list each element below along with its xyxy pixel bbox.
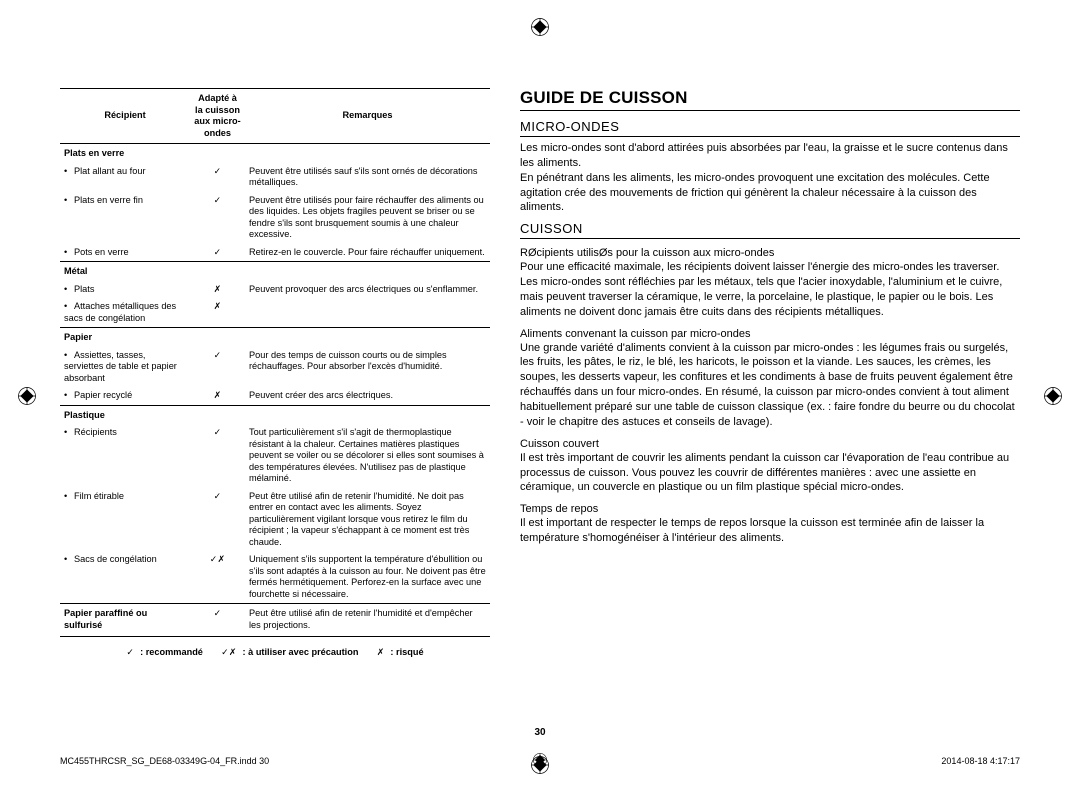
crop-mark-icon [1044, 387, 1062, 405]
item-remark: Peut être utilisé afin de retenir l'humi… [245, 488, 490, 552]
body-text: Pour une efficacité maximale, les récipi… [520, 260, 1020, 319]
crop-mark-icon [18, 387, 36, 405]
suitability-icon: ✗ [190, 298, 245, 328]
suitability-icon: ✗ [190, 387, 245, 405]
suitability-icon: ✗ [190, 281, 245, 299]
table-row: •Papier recyclé✗Peuvent créer des arcs é… [60, 387, 490, 405]
item-name: Sacs de congélation [74, 554, 157, 564]
body-text: Les micro-ondes sont d'abord attirées pu… [520, 141, 1020, 171]
footer-filename: MC455THRCSR_SG_DE68-03349G-04_FR.indd 30 [60, 756, 269, 766]
suitability-icon: ✓ [190, 163, 245, 192]
item-remark: Peuvent créer des arcs électriques. [245, 387, 490, 405]
item-remark [245, 298, 490, 328]
legend-ok: : recommandé [140, 647, 203, 657]
th-remarks: Remarques [245, 89, 490, 144]
table-row: •Attaches métalliques des sacs de congél… [60, 298, 490, 328]
item-remark: Peuvent être utilisés pour faire réchauf… [245, 192, 490, 244]
table-row: •Plats en verre fin✓Peuvent être utilisé… [60, 192, 490, 244]
item-name: Plats [74, 284, 94, 294]
crop-mark-icon [531, 18, 549, 36]
body-text: En pénétrant dans les aliments, les micr… [520, 171, 1020, 216]
suitability-icon: ✓ [190, 488, 245, 552]
table-row: •Film étirable✓Peut être utilisé afin de… [60, 488, 490, 552]
suitability-icon: ✓ [190, 424, 245, 488]
item-name: Assiettes, tasses, serviettes de table e… [64, 350, 177, 383]
suitability-icon: ✓ [190, 347, 245, 388]
manual-page: Récipient Adapté à la cuisson aux micro-… [0, 0, 1080, 792]
category-label: Papier paraffiné ou sulfurisé [60, 604, 190, 637]
item-name: Papier recyclé [74, 390, 132, 400]
page-number: 30 [0, 727, 1080, 738]
table-row: •Sacs de congélation✓✗Uniquement s'ils s… [60, 551, 490, 604]
item-name: Pots en verre [74, 247, 129, 257]
table-legend: ✓ : recommandé ✓✗ : à utiliser avec précau… [60, 647, 490, 658]
table-row: •Assiettes, tasses, serviettes de table … [60, 347, 490, 388]
sub-heading: RØcipients utilisØs pour la cuisson aux … [520, 247, 1020, 259]
item-name: Film étirable [74, 491, 124, 501]
page-title: GUIDE DE CUISSON [520, 88, 1020, 111]
body-text: Une grande variété d'aliments convient à… [520, 341, 1020, 430]
category-label: Papier [60, 328, 490, 347]
table-row: •Pots en verre✓Retirez-en le couvercle. … [60, 244, 490, 262]
footer-timestamp: 2014-08-18 4:17:17 [941, 756, 1020, 766]
crop-mark-icon [533, 753, 547, 769]
item-remark: Pour des temps de cuisson courts ou de s… [245, 347, 490, 388]
th-recipient: Récipient [60, 89, 190, 144]
category-label: Plats en verre [60, 144, 490, 163]
body-text: Il est très important de couvrir les ali… [520, 451, 1020, 496]
sub-heading: Cuisson couvert [520, 438, 1020, 450]
item-name: Récipients [74, 427, 117, 437]
section-heading: MICRO-ONDES [520, 119, 1020, 137]
legend-caution: : à utiliser avec précaution [243, 647, 359, 657]
item-remark: Uniquement s'ils supportent la températu… [245, 551, 490, 604]
caution-icon: ✓✗ [221, 647, 236, 657]
print-footer: MC455THRCSR_SG_DE68-03349G-04_FR.indd 30… [60, 756, 1020, 766]
table-row: •Récipients✓Tout particulièrement s'il s… [60, 424, 490, 488]
check-icon: ✓ [126, 647, 134, 657]
item-name: Plat allant au four [74, 166, 146, 176]
item-remark: Peuvent être utilisés sauf s'ils sont or… [245, 163, 490, 192]
sub-heading: Aliments convenant la cuisson par micro-… [520, 328, 1020, 340]
table-row: •Plat allant au four✓Peuvent être utilis… [60, 163, 490, 192]
two-column-layout: Récipient Adapté à la cuisson aux micro-… [60, 40, 1020, 658]
guide-text-column: GUIDE DE CUISSON MICRO-ONDES Les micro-o… [520, 88, 1020, 658]
table-row: •Plats✗Peuvent provoquer des arcs électr… [60, 281, 490, 299]
sub-heading: Temps de repos [520, 503, 1020, 515]
suitability-icon: ✓ [190, 192, 245, 244]
th-suitability: Adapté à la cuisson aux micro-ondes [190, 89, 245, 144]
suitability-icon: ✓ [190, 604, 245, 637]
legend-bad: : risqué [390, 647, 423, 657]
item-remark: Peuvent provoquer des arcs électriques o… [245, 281, 490, 299]
item-remark: Retirez-en le couvercle. Pour faire réch… [245, 244, 490, 262]
table-row: Papier paraffiné ou sulfurisé ✓ Peut êtr… [60, 604, 490, 637]
category-label: Métal [60, 262, 490, 281]
section-heading: CUISSON [520, 221, 1020, 239]
item-name: Plats en verre fin [74, 195, 143, 205]
body-text: Il est important de respecter le temps d… [520, 516, 1020, 546]
cross-icon: ✗ [377, 647, 385, 657]
item-remark: Tout particulièrement s'il s'agit de the… [245, 424, 490, 488]
suitability-icon: ✓✗ [190, 551, 245, 604]
materials-table: Récipient Adapté à la cuisson aux micro-… [60, 88, 490, 637]
category-label: Plastique [60, 405, 490, 424]
suitability-icon: ✓ [190, 244, 245, 262]
materials-table-column: Récipient Adapté à la cuisson aux micro-… [60, 88, 490, 658]
item-remark: Peut être utilisé afin de retenir l'humi… [245, 604, 490, 637]
item-name: Attaches métalliques des sacs de congéla… [64, 301, 176, 323]
